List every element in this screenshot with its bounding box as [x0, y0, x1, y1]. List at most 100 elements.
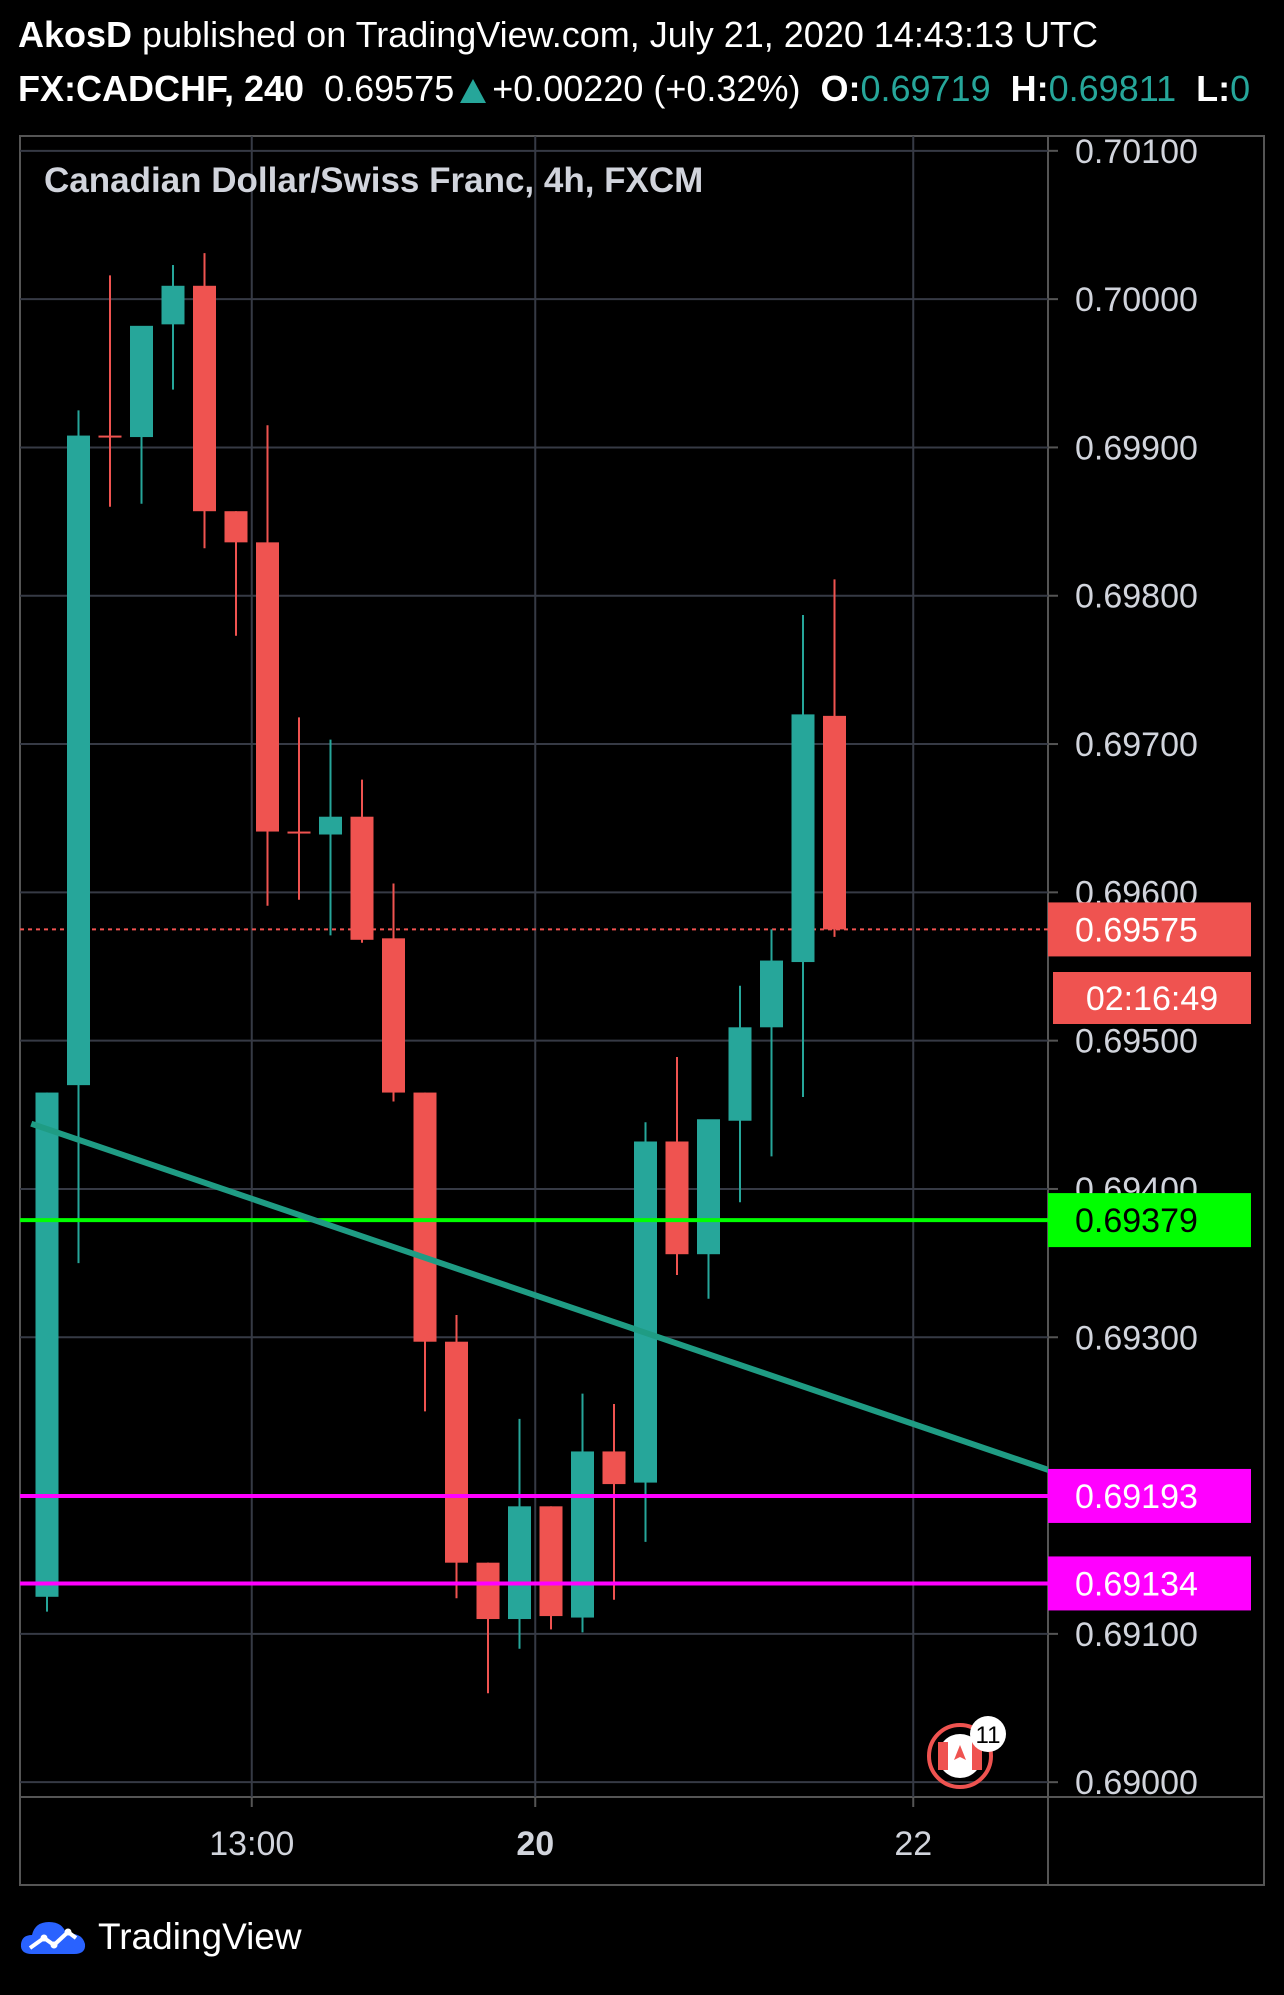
countdown-label: 02:16:49: [1086, 980, 1218, 1018]
price-change: +0.00220 (+0.32%): [492, 68, 801, 109]
published-text: published on TradingView.com, July 21, 2…: [142, 14, 1098, 55]
level-price-label: 0.69134: [1075, 1565, 1198, 1603]
symbol-info: FX:CADCHF, 240 0.69575 +0.00220 (+0.32%) …: [18, 68, 1250, 110]
flag-band-left: [938, 1742, 948, 1770]
candle-body: [697, 1119, 720, 1255]
tradingview-brand[interactable]: TradingView: [98, 1916, 302, 1957]
candle[interactable]: [665, 1056, 689, 1275]
maple-leaf-icon: [954, 1745, 966, 1760]
low-label: L:: [1196, 68, 1231, 109]
countdown-tag: [1053, 972, 1251, 1024]
candle-body: [98, 435, 122, 438]
candle[interactable]: [35, 1092, 59, 1612]
publish-info: AkosD published on TradingView.com, July…: [18, 14, 1098, 56]
open-value: 0.69719: [860, 68, 991, 109]
candle[interactable]: [539, 1506, 563, 1630]
event-count-label: 11: [976, 1722, 1001, 1749]
candle[interactable]: [319, 739, 342, 936]
candle[interactable]: [760, 929, 783, 1157]
candle-body: [67, 435, 90, 1086]
candle[interactable]: [728, 985, 752, 1203]
y-tick-label: 0.69100: [1075, 1616, 1198, 1654]
candle-body: [791, 714, 815, 963]
candle[interactable]: [98, 275, 122, 507]
y-tick-label: 0.69300: [1075, 1319, 1198, 1357]
candle-body: [665, 1141, 689, 1255]
event-marker-ring: [927, 1723, 993, 1789]
candle-body: [539, 1506, 563, 1617]
high-label: H:: [1010, 68, 1049, 109]
plot-area[interactable]: [20, 253, 1055, 1694]
y-tick-label: 0.69800: [1075, 578, 1198, 616]
candle-body: [161, 285, 185, 325]
candle-body: [476, 1562, 500, 1620]
candle-body: [823, 715, 846, 930]
candle[interactable]: [413, 1092, 437, 1412]
triangle-up-icon: [460, 79, 487, 103]
candle-body: [413, 1092, 437, 1342]
candle[interactable]: [287, 717, 311, 900]
y-tick-label: 0.70100: [1075, 133, 1198, 171]
y-tick-label: 0.69700: [1075, 726, 1198, 764]
candle-body: [571, 1451, 594, 1618]
y-tick-label: 0.69000: [1075, 1764, 1198, 1802]
last-price: 0.69575: [324, 68, 455, 109]
candle-body: [760, 960, 783, 1028]
level-price-label: 0.69193: [1075, 1478, 1198, 1516]
last-price-tag: [1048, 902, 1251, 957]
candle-body: [193, 285, 216, 512]
candle-body: [130, 325, 153, 438]
x-tick-label: 20: [516, 1825, 554, 1863]
candle[interactable]: [130, 325, 153, 504]
candle-body: [445, 1341, 468, 1563]
chart-title: Canadian Dollar/Swiss Franc, 4h, FXCM: [44, 161, 703, 200]
candle-body: [350, 816, 374, 940]
canada-flag-icon[interactable]: [927, 1716, 1006, 1789]
candle-body: [728, 1027, 752, 1121]
y-tick-label: 0.69900: [1075, 429, 1198, 467]
candle[interactable]: [823, 579, 846, 937]
candle-body: [508, 1506, 531, 1620]
candle[interactable]: [445, 1315, 468, 1599]
candle[interactable]: [508, 1418, 531, 1649]
low-value: 0: [1230, 68, 1251, 109]
candle[interactable]: [193, 253, 216, 549]
level-price-tag: [1048, 1193, 1251, 1248]
candle[interactable]: [697, 1119, 720, 1299]
candle[interactable]: [571, 1393, 594, 1633]
y-tick-label: 0.70000: [1075, 281, 1198, 319]
candle-body: [287, 831, 311, 834]
flag-band-right: [972, 1742, 982, 1770]
candle-body: [634, 1141, 657, 1483]
event-count-badge: [970, 1716, 1006, 1752]
candle-body: [224, 511, 248, 543]
high-value: 0.69811: [1048, 68, 1177, 109]
candle[interactable]: [602, 1403, 626, 1600]
last-price-label: 0.69575: [1075, 911, 1198, 949]
level-price-tag: [1048, 1468, 1251, 1523]
candle-body: [319, 816, 342, 835]
candle-body: [382, 938, 405, 1093]
candle[interactable]: [161, 265, 185, 390]
trend-line[interactable]: [30, 1120, 1055, 1474]
footer: TradingView: [18, 1914, 302, 1960]
symbol-label: FX:CADCHF, 240: [18, 68, 305, 109]
level-price-label: 0.69379: [1075, 1202, 1198, 1240]
candle-body: [35, 1092, 59, 1597]
candle-body: [602, 1451, 626, 1485]
candle[interactable]: [382, 883, 405, 1102]
candle-body: [256, 542, 279, 832]
x-tick-label: 13:00: [209, 1825, 294, 1863]
chart-frame: [19, 135, 1265, 1886]
candle[interactable]: [67, 410, 90, 1264]
y-tick-label: 0.69500: [1075, 1023, 1198, 1061]
candle[interactable]: [256, 425, 279, 906]
candle[interactable]: [224, 511, 248, 636]
candle[interactable]: [350, 779, 374, 943]
candle[interactable]: [791, 615, 815, 1098]
author-name[interactable]: AkosD: [18, 14, 133, 55]
tradingview-cloud-icon: [20, 1922, 86, 1954]
open-label: O:: [820, 68, 861, 109]
x-tick-label: 22: [894, 1825, 932, 1863]
